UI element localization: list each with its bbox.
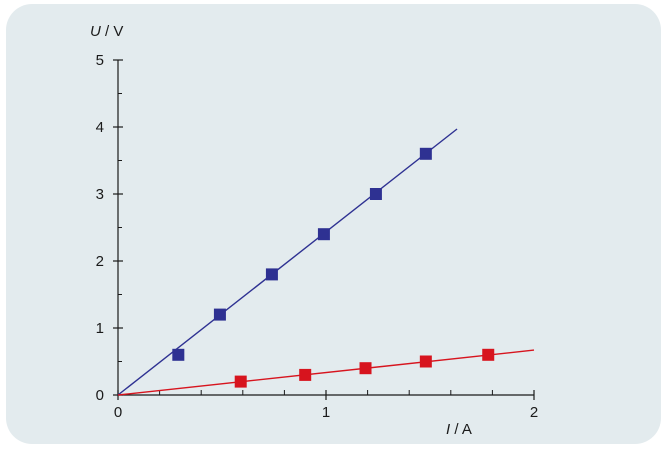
series-2-point <box>482 348 495 361</box>
y-axis-variable: U <box>90 23 101 40</box>
y-tick-label: 0 <box>96 387 104 404</box>
x-axis-variable: I <box>446 421 450 438</box>
series-2-fit-line <box>117 349 535 396</box>
series-1-fit-line <box>117 128 458 396</box>
y-tick-label: 1 <box>96 320 104 337</box>
series-1-point <box>419 147 432 160</box>
series-2-point <box>359 362 372 375</box>
series-1-point <box>172 348 185 361</box>
series-2-point <box>299 368 312 381</box>
series-1-point <box>265 268 278 281</box>
chart-panel <box>6 4 661 444</box>
y-tick-label: 2 <box>96 253 104 270</box>
series-1-point <box>369 188 382 200</box>
series-2-point <box>234 375 247 388</box>
y-tick-label: 4 <box>96 119 104 136</box>
series-1-point <box>213 308 226 321</box>
y-axis-title: U / V <box>90 23 123 40</box>
y-tick-label: 5 <box>96 52 104 69</box>
x-axis-title: I / A <box>446 421 472 438</box>
series-1-point <box>317 228 330 241</box>
series-2-point <box>419 355 432 368</box>
x-tick-label: 2 <box>530 404 538 421</box>
x-tick-label: 1 <box>322 404 330 421</box>
x-axis-unit: / A <box>450 421 472 438</box>
x-tick-label: 0 <box>114 404 122 421</box>
y-tick-label: 3 <box>96 186 104 203</box>
y-axis-unit: / V <box>101 23 124 40</box>
axes: 0 1 2 3 4 5 0 1 2 <box>96 52 539 421</box>
data-points <box>172 147 495 388</box>
